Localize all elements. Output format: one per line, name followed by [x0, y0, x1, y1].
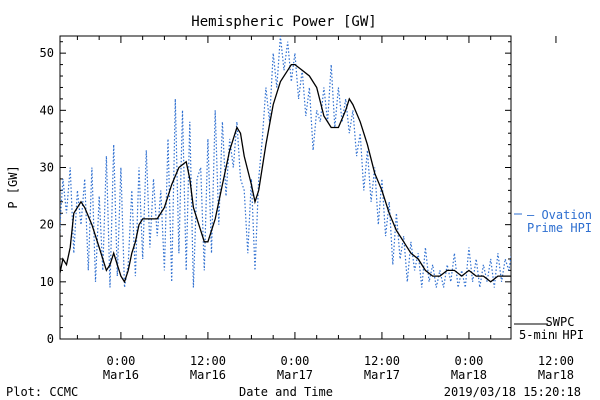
series-line-swpc-5min-hpi	[60, 63, 511, 284]
x-axis: 0:00Mar1612:00Mar160:00Mar1712:00Mar170:…	[76, 36, 574, 382]
y-axis-label: P [GW]	[6, 165, 20, 208]
y-tick-label: 10	[40, 275, 54, 289]
x-tick-label-time: 0:00	[106, 354, 135, 368]
plot-frame	[59, 35, 512, 340]
x-tick-label-date: Mar18	[451, 368, 487, 382]
series-line-ovation-prime-hpi	[60, 36, 511, 288]
x-tick-label-date: Mar16	[103, 368, 139, 382]
x-tick-label-date: Mar18	[538, 368, 574, 382]
legend-swpc-line1: SWPC	[546, 315, 575, 329]
y-tick-label: 20	[40, 218, 54, 232]
x-tick-label-date: Mar16	[190, 368, 226, 382]
x-tick-label-time: 0:00	[280, 354, 309, 368]
x-tick-label-date: Mar17	[277, 368, 313, 382]
y-axis: 0 10 20 30 40 50	[40, 41, 511, 346]
y-tick-label: 30	[40, 160, 54, 174]
y-tick-label: 50	[40, 46, 54, 60]
legend-ovation-line1: — Ovation	[527, 208, 592, 222]
y-tick-label: 40	[40, 103, 54, 117]
x-tick-label-time: 0:00	[454, 354, 483, 368]
x-axis-label: Date and Time	[239, 385, 333, 399]
chart-title: Hemispheric Power [GW]	[191, 14, 376, 30]
x-tick-label-time: 12:00	[538, 354, 574, 368]
x-tick-label-time: 12:00	[190, 354, 226, 368]
x-tick-label-date: Mar17	[364, 368, 400, 382]
footer-plot-credit: Plot: CCMC	[6, 385, 78, 399]
legend-ovation-line2: Prime HPI	[527, 221, 592, 235]
x-tick-label-time: 12:00	[364, 354, 400, 368]
legend-swpc-line2: 5-min HPI	[519, 328, 584, 342]
y-tick-label: 0	[47, 332, 54, 346]
footer-timestamp: 2019/03/18 15:20:18	[444, 385, 581, 399]
